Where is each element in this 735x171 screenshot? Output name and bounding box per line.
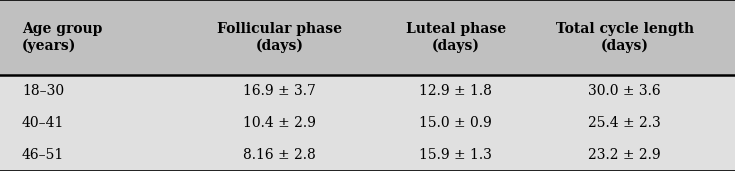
Bar	[0, 0, 735, 75]
Text: 46–51: 46–51	[22, 148, 64, 162]
Text: 40–41: 40–41	[22, 116, 65, 130]
Text: 30.0 ± 3.6: 30.0 ± 3.6	[589, 84, 661, 98]
Bar	[0, 75, 735, 171]
Text: 10.4 ± 2.9: 10.4 ± 2.9	[243, 116, 316, 130]
Text: 8.16 ± 2.8: 8.16 ± 2.8	[243, 148, 315, 162]
Text: 15.9 ± 1.3: 15.9 ± 1.3	[419, 148, 492, 162]
Text: 12.9 ± 1.8: 12.9 ± 1.8	[419, 84, 492, 98]
Text: Age group
(years): Age group (years)	[22, 22, 102, 53]
Text: 25.4 ± 2.3: 25.4 ± 2.3	[589, 116, 661, 130]
Text: 23.2 ± 2.9: 23.2 ± 2.9	[589, 148, 661, 162]
Text: 15.0 ± 0.9: 15.0 ± 0.9	[420, 116, 492, 130]
Text: 16.9 ± 3.7: 16.9 ± 3.7	[243, 84, 316, 98]
Text: Total cycle length
(days): Total cycle length (days)	[556, 22, 694, 53]
Text: 18–30: 18–30	[22, 84, 64, 98]
Text: Follicular phase
(days): Follicular phase (days)	[217, 22, 342, 53]
Text: Luteal phase
(days): Luteal phase (days)	[406, 22, 506, 53]
